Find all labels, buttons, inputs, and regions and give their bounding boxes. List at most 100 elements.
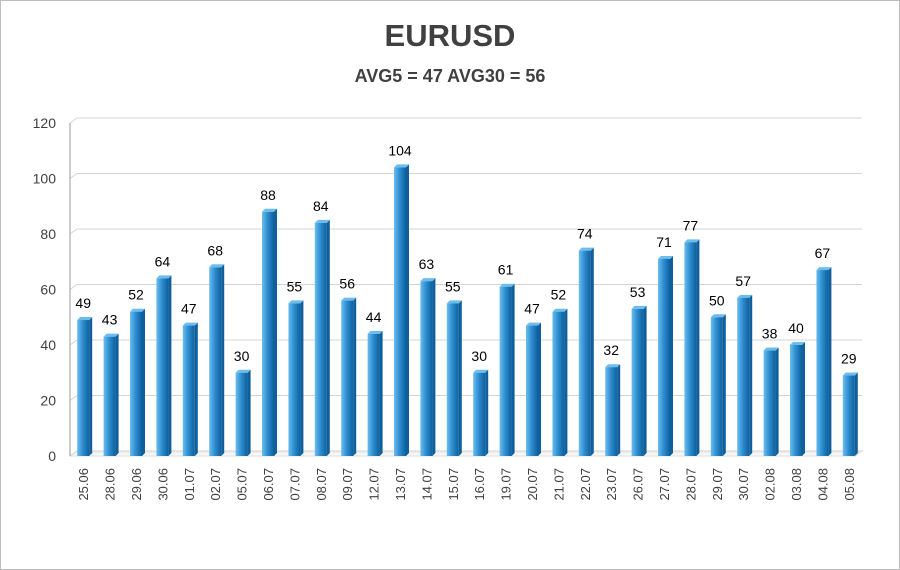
x-tick-label: 13.07 xyxy=(393,468,408,501)
x-tick-label: 26.07 xyxy=(631,468,646,501)
bar-side xyxy=(247,369,251,456)
data-label: 52 xyxy=(551,287,567,303)
x-tick-label: 16.07 xyxy=(472,468,487,501)
bar-side xyxy=(89,317,93,456)
x-tick-label: 30.06 xyxy=(155,468,170,501)
bar-side xyxy=(643,305,647,456)
data-label: 43 xyxy=(102,312,118,328)
bar-front xyxy=(341,300,354,456)
x-tick-label: 28.07 xyxy=(683,468,698,501)
bar-front xyxy=(314,222,327,456)
bar-side xyxy=(221,264,225,456)
bar-side xyxy=(538,322,541,456)
bar xyxy=(314,219,330,456)
x-tick-label: 05.07 xyxy=(235,468,250,501)
bar xyxy=(658,255,673,456)
bar xyxy=(446,300,462,456)
bar xyxy=(262,208,277,456)
bar-front xyxy=(367,333,380,456)
bar xyxy=(182,322,198,456)
x-tick-label: 08.07 xyxy=(314,468,329,501)
data-label: 68 xyxy=(207,242,223,258)
bar-front xyxy=(446,303,459,456)
x-tick-label: 05.08 xyxy=(842,468,857,501)
bar-top xyxy=(710,314,726,318)
bar-front xyxy=(578,250,591,456)
bar xyxy=(631,305,647,456)
x-tick-label: 01.07 xyxy=(182,468,197,501)
bar-side xyxy=(564,308,568,456)
bar-top xyxy=(842,372,858,376)
bar-front xyxy=(790,345,802,456)
data-label: 55 xyxy=(445,278,461,294)
bar xyxy=(552,308,568,456)
bar-top xyxy=(763,347,779,351)
bar xyxy=(156,275,172,456)
gridline-diagonal xyxy=(69,228,78,235)
bar-side xyxy=(300,300,304,456)
y-tick-label: 0 xyxy=(48,448,56,464)
x-tick-label: 23.07 xyxy=(604,468,619,501)
bar-side xyxy=(379,330,383,456)
bar-front xyxy=(420,281,433,456)
bar-top xyxy=(367,330,383,334)
bar-front xyxy=(130,311,142,456)
bar-top xyxy=(499,283,515,287)
bar-side xyxy=(432,278,436,456)
bar-side xyxy=(168,275,172,456)
bar-side xyxy=(194,322,198,456)
bar xyxy=(790,342,805,456)
y-tick-label: 80 xyxy=(40,226,56,242)
chart-subtitle: AVG5 = 47 AVG30 = 56 xyxy=(354,66,546,86)
bar xyxy=(130,308,145,456)
data-label: 47 xyxy=(524,301,540,317)
bar xyxy=(684,239,700,456)
data-label: 84 xyxy=(313,198,329,214)
bar-top xyxy=(130,308,145,312)
gridline-diagonal xyxy=(69,173,78,179)
bar-side xyxy=(458,300,462,456)
bar-top xyxy=(552,308,568,312)
bar xyxy=(842,372,858,456)
bar-top xyxy=(156,275,172,279)
bar-top xyxy=(446,300,462,304)
data-label: 47 xyxy=(181,301,197,317)
bar xyxy=(737,294,753,456)
bar xyxy=(288,300,304,456)
bar xyxy=(209,264,225,456)
bar xyxy=(473,369,489,456)
bar-top xyxy=(631,305,647,309)
gridline-diagonal xyxy=(69,284,78,290)
bar xyxy=(578,247,594,456)
bar-front xyxy=(552,311,565,456)
data-label: 44 xyxy=(366,309,382,325)
data-label: 61 xyxy=(498,262,514,278)
bar-front xyxy=(816,270,829,456)
bar-top xyxy=(790,342,805,345)
bar xyxy=(367,330,383,456)
x-tick-label: 09.07 xyxy=(340,468,355,501)
bar-front xyxy=(499,286,512,456)
bar xyxy=(526,322,541,456)
data-label: 38 xyxy=(762,326,778,342)
x-tick-label: 20.07 xyxy=(525,468,540,501)
bar-top xyxy=(288,300,304,304)
bar-side xyxy=(511,283,515,456)
gridline-diagonal xyxy=(69,117,78,124)
x-tick-label: 19.07 xyxy=(499,468,514,501)
bar-side xyxy=(590,247,594,456)
bar-side xyxy=(617,364,621,456)
bar-front xyxy=(710,317,723,456)
y-tick-label: 20 xyxy=(40,393,56,409)
x-tick-label: 28.06 xyxy=(103,468,118,501)
data-label: 77 xyxy=(683,217,699,233)
bar-front xyxy=(288,303,301,456)
data-label: 29 xyxy=(841,351,857,367)
data-label: 71 xyxy=(656,234,672,250)
bar-front xyxy=(737,297,750,456)
bar-side xyxy=(749,294,753,456)
gridline-diagonal xyxy=(69,339,78,346)
x-axis: 25.06 28.06 29.06 30.06 01.07 02.07 05.07 06.07… xyxy=(76,468,857,501)
bars xyxy=(77,164,858,456)
data-label: 57 xyxy=(735,273,751,289)
